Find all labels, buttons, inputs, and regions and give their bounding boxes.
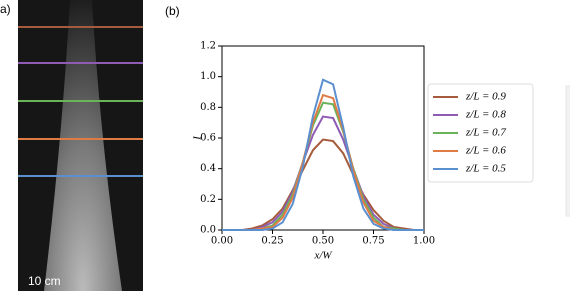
legend-label: z/L = 0.5 xyxy=(465,163,506,175)
plot-frame xyxy=(221,45,425,231)
series-line xyxy=(222,115,424,231)
series-line xyxy=(222,101,424,231)
panel-label: (b) xyxy=(165,4,180,18)
panel-label: a) xyxy=(0,2,11,16)
y-tick-label: 1.0 xyxy=(200,71,216,82)
x-axis-label: x/W xyxy=(313,250,332,262)
side-box xyxy=(565,85,570,217)
series-line xyxy=(222,138,424,231)
legend-label: z/L = 0.8 xyxy=(465,109,506,121)
legend-label: z/L = 0.7 xyxy=(465,127,506,139)
y-tick-label: 0.0 xyxy=(200,225,216,236)
x-tick-label: 0.25 xyxy=(261,236,283,247)
legend-box xyxy=(427,83,534,183)
x-tick-label: 0.00 xyxy=(211,236,233,247)
x-tick-label: 1.00 xyxy=(413,236,435,247)
scale-label: 10 cm xyxy=(28,274,61,288)
legend-label: z/L = 0.6 xyxy=(465,145,506,157)
plume xyxy=(44,0,122,291)
y-tick-label: 0.6 xyxy=(200,133,216,144)
x-tick-label: 0.75 xyxy=(362,236,384,247)
y-tick-label: 0.8 xyxy=(200,102,216,113)
y-axis-label: I xyxy=(192,135,204,141)
y-tick-label: 1.2 xyxy=(200,41,216,52)
series-line xyxy=(222,93,424,231)
legend-label: z/L = 0.9 xyxy=(465,91,506,103)
series-line xyxy=(222,78,424,231)
y-tick-label: 0.2 xyxy=(200,194,216,205)
y-tick-label: 0.4 xyxy=(200,163,216,174)
x-tick-label: 0.50 xyxy=(312,236,334,247)
